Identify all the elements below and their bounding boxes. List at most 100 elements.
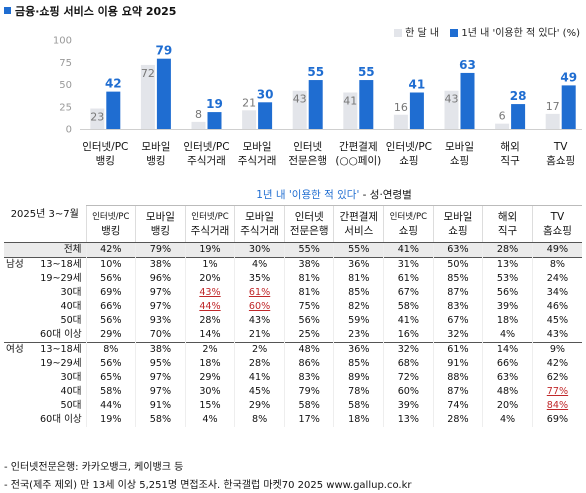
table-cell: 81% — [283, 272, 334, 286]
table-cell: 46% — [531, 300, 583, 314]
table-cell: 21% — [234, 328, 285, 343]
row-label: 30대 — [60, 287, 82, 298]
bar-month — [242, 110, 257, 129]
table-cell: 48% — [283, 342, 334, 357]
category-label-line: 주식거래 — [237, 155, 277, 167]
bar-value-label: 43 — [445, 93, 459, 106]
table-cell: 4% — [482, 328, 533, 343]
table-cell: 23% — [333, 328, 384, 343]
table-corner-label: 2025년 3~7월 — [4, 183, 87, 243]
table-cell: 36% — [333, 342, 384, 357]
row-group-label — [4, 272, 40, 286]
table-cell: 42% — [85, 242, 136, 258]
table-cell: 81% — [333, 272, 384, 286]
table-cell: 88% — [432, 371, 483, 385]
table-cell: 56% — [283, 314, 334, 328]
row-label: 13~18세 — [40, 342, 87, 357]
highlighted-value: 84% — [546, 400, 569, 411]
table-cell: 8% — [531, 257, 583, 272]
row-group-label — [4, 300, 40, 314]
table-cell: 87% — [432, 286, 483, 300]
table-column-header-line: 전문은행 — [289, 225, 329, 237]
table-cell: 55% — [283, 242, 334, 258]
table-cell: 70% — [135, 328, 186, 343]
category-label-line: 직구 — [500, 155, 520, 167]
legend-swatch-month — [394, 29, 403, 37]
table-cell: 45% — [531, 314, 583, 328]
table-row: 남성 13~18세 10% 38% 1% 4% 38% 36% 31% 50% 13% 8% — [4, 257, 583, 272]
table-cell: 77% — [531, 385, 583, 399]
table-cell: 53% — [482, 272, 533, 286]
row-label: 60대 이상 — [40, 414, 82, 425]
table-cell: 61% — [383, 272, 434, 286]
table-cell: 56% — [85, 357, 136, 371]
bar-year — [511, 104, 526, 129]
bar-value-label: 41 — [343, 95, 357, 108]
table-cell: 44% — [85, 399, 136, 413]
table-cell: 32% — [383, 342, 434, 357]
table-cell: 29% — [184, 371, 235, 385]
table-cell: 50% — [432, 257, 483, 272]
table-cell: 96% — [135, 272, 186, 286]
table-cell: 38% — [135, 342, 186, 357]
bar-value-label: 19 — [206, 97, 223, 111]
row-label: 전체 — [40, 242, 87, 258]
table-column-header: 모바일 뱅킹 — [135, 205, 186, 243]
category-label-line: 홈쇼핑 — [546, 155, 576, 167]
table-cell: 55% — [333, 242, 384, 258]
highlighted-value: 44% — [199, 301, 221, 312]
table-cell: 85% — [432, 272, 483, 286]
category-label: 모바일 쇼핑 — [430, 140, 490, 168]
y-tick-label: 50 — [59, 80, 72, 91]
table-cell: 42% — [531, 357, 583, 371]
row-group-label — [4, 371, 40, 385]
bar-month — [140, 64, 155, 129]
bar-value-label: 72 — [141, 67, 155, 80]
table-column-header: 인터넷/PC 뱅킹 — [85, 205, 136, 243]
bar-value-label: 17 — [546, 100, 560, 113]
table-cell: 15% — [184, 399, 235, 413]
table-column-header: 인터넷/PC 주식거래 — [184, 205, 235, 243]
table-cell: 28% — [432, 413, 483, 427]
legend-swatch-year — [450, 29, 459, 37]
bar-year — [308, 80, 323, 129]
table-cell: 72% — [383, 371, 434, 385]
bar-value-label: 42 — [105, 77, 122, 91]
row-label: 19~29세 — [40, 273, 82, 284]
table-cell: 34% — [531, 286, 583, 300]
highlighted-value: 77% — [546, 386, 569, 397]
bar-value-label: 28 — [510, 89, 527, 103]
category-label-line: 쇼핑 — [399, 155, 419, 167]
chart-legend: 한 달 내 1년 내 '이용한 적 있다' (%) — [386, 24, 580, 39]
bar-value-label: 55 — [307, 65, 324, 79]
table-cell: 63% — [432, 242, 483, 258]
bar-year — [460, 72, 475, 129]
bar-year — [207, 112, 222, 129]
bar-month — [495, 123, 510, 129]
table-header-sub: - 성·연령별 — [359, 188, 412, 201]
table-cell: 97% — [135, 300, 186, 314]
footnote-2: - 전국(제주 제외) 만 13세 이상 5,251명 면접조사. 한국갤럽 마… — [4, 480, 412, 491]
table-cell: 14% — [184, 328, 235, 343]
category-label-line: 모바일 — [141, 141, 171, 153]
table-column-header-line: 뱅킹 — [101, 225, 121, 237]
bar-value-label: 43 — [293, 93, 307, 106]
bar-month — [343, 92, 358, 129]
table-column-header: 인터넷 전문은행 — [283, 205, 334, 243]
category-label: 인터넷/PC 뱅킹 — [75, 140, 135, 168]
table-cell: 62% — [531, 371, 583, 385]
table-cell: 14% — [482, 342, 533, 357]
table-column-header: TV 홈쇼핑 — [531, 205, 583, 243]
category-label-line: (○○페이) — [335, 155, 382, 167]
category-label-line: 인터넷/PC — [385, 141, 432, 153]
table-cell: 9% — [531, 342, 583, 357]
table-cell: 20% — [184, 272, 235, 286]
category-label-line: 인터넷 — [293, 141, 323, 153]
table-row: 50대 44% 91% 15% 29% 58% 58% 39% 74% 20% 84% — [4, 399, 583, 413]
table-column-header: 모바일 쇼핑 — [432, 205, 483, 243]
row-group-label — [4, 413, 40, 427]
bar-year — [106, 91, 121, 129]
table-column-header-line: 홈쇼핑 — [542, 225, 572, 237]
table-cell: 32% — [432, 328, 483, 343]
